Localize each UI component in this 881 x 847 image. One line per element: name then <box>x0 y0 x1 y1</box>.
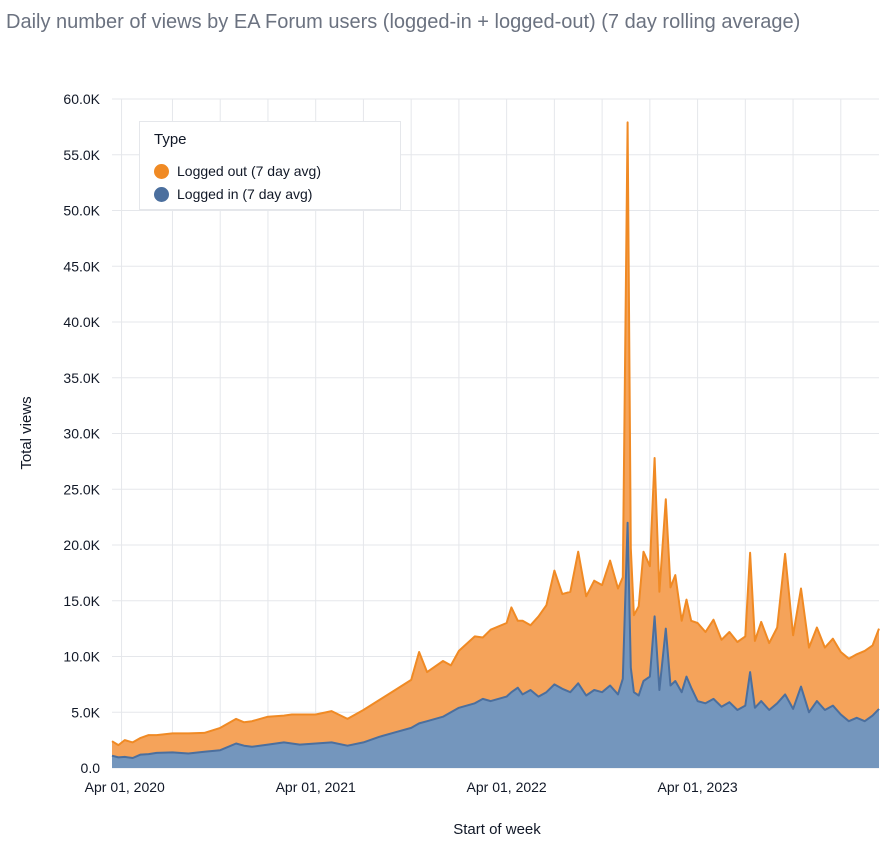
legend-item-logged-in[interactable]: Logged in (7 day avg) <box>154 184 312 204</box>
y-axis-label: Total views <box>18 396 35 469</box>
series-area-logged-in <box>112 522 879 768</box>
x-axis-ticks: Apr 01, 2020 Apr 01, 2021 Apr 01, 2022 Apr … <box>85 779 738 795</box>
series-line-logged-in <box>111 521 880 759</box>
legend-title: Type <box>154 131 187 148</box>
y-tick-label: 0.0 <box>81 760 101 776</box>
y-tick-label: 5.0K <box>71 704 100 720</box>
series-area-logged-out <box>112 122 879 758</box>
y-tick-label: 40.0K <box>63 314 100 330</box>
legend-label-logged-in: Logged in (7 day avg) <box>177 186 313 202</box>
y-axis-ticks: 0.0 5.0K 10.0K 15.0K 20.0K 25.0K 30.0K 35.0K 40.… <box>63 91 100 776</box>
legend-swatch-logged-in <box>154 186 169 202</box>
y-tick-label: 60.0K <box>63 91 100 107</box>
legend-swatch-logged-out <box>154 163 169 179</box>
x-tick-label: Apr 01, 2022 <box>467 779 547 795</box>
series-line-logged-out <box>111 121 880 747</box>
y-tick-label: 20.0K <box>63 537 100 553</box>
x-tick-label: Apr 01, 2021 <box>276 779 356 795</box>
legend-label-logged-out: Logged out (7 day avg) <box>177 163 321 179</box>
y-tick-label: 30.0K <box>63 426 100 442</box>
legend-item-logged-out[interactable]: Logged out (7 day avg) <box>154 161 321 181</box>
y-tick-label: 25.0K <box>63 481 100 497</box>
chart-title: Daily number of views by EA Forum users … <box>6 11 801 33</box>
x-tick-label: Apr 01, 2023 <box>658 779 738 795</box>
y-tick-label: 45.0K <box>63 258 100 274</box>
y-tick-label: 50.0K <box>63 203 100 219</box>
x-axis-label: Start of week <box>453 821 541 838</box>
y-tick-label: 15.0K <box>63 593 100 609</box>
x-tick-label: Apr 01, 2020 <box>85 779 165 795</box>
y-tick-label: 10.0K <box>63 649 100 665</box>
legend[interactable]: Type Logged out (7 day avg) Logged in (7… <box>139 121 401 210</box>
y-tick-label: 35.0K <box>63 370 100 386</box>
y-tick-label: 55.0K <box>63 147 100 163</box>
